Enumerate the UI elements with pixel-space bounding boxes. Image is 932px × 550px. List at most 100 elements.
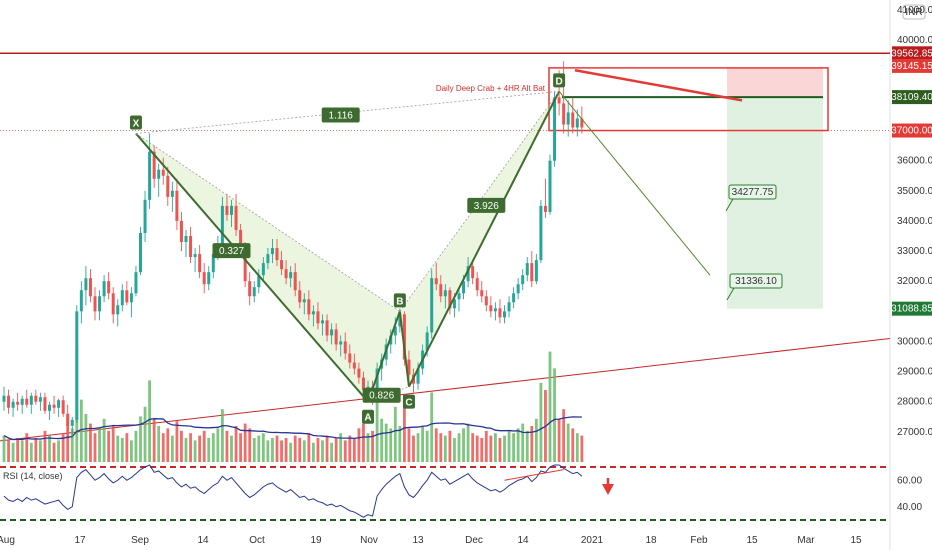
candle-body[interactable]	[75, 311, 79, 420]
candle-body[interactable]	[88, 278, 92, 297]
candle-body[interactable]	[125, 290, 129, 303]
candle-body[interactable]	[157, 169, 161, 179]
candle-body[interactable]	[266, 254, 270, 264]
candle-body[interactable]	[184, 236, 188, 243]
candle-body[interactable]	[507, 302, 511, 312]
candle-body[interactable]	[443, 290, 447, 297]
candle-body[interactable]	[566, 112, 570, 125]
candle-body[interactable]	[553, 97, 557, 161]
candle-body[interactable]	[220, 205, 224, 246]
candle-body[interactable]	[402, 314, 406, 360]
candle-body[interactable]	[289, 272, 293, 279]
candle-body[interactable]	[407, 359, 411, 375]
candle-body[interactable]	[580, 118, 584, 128]
candle-body[interactable]	[270, 248, 274, 255]
candle-body[interactable]	[393, 326, 397, 336]
candle-body[interactable]	[475, 278, 479, 291]
candle-body[interactable]	[252, 287, 256, 297]
candle-body[interactable]	[189, 236, 193, 258]
candle-body[interactable]	[43, 397, 47, 411]
candle-body[interactable]	[339, 341, 343, 345]
candle-body[interactable]	[530, 263, 534, 282]
candle-body[interactable]	[84, 278, 88, 291]
candle-body[interactable]	[316, 311, 320, 324]
candle-body[interactable]	[48, 404, 51, 411]
candle-body[interactable]	[7, 395, 11, 408]
candle-body[interactable]	[38, 397, 42, 402]
candle-body[interactable]	[280, 260, 284, 270]
candle-body[interactable]	[493, 308, 497, 312]
candle-body[interactable]	[179, 220, 183, 243]
candle-body[interactable]	[416, 368, 420, 384]
candle-body[interactable]	[161, 169, 165, 176]
candle-body[interactable]	[52, 404, 56, 408]
candle-body[interactable]	[225, 205, 229, 215]
candle-body[interactable]	[343, 341, 347, 354]
candle-body[interactable]	[116, 305, 120, 315]
candle-body[interactable]	[25, 398, 29, 405]
candle-body[interactable]	[170, 190, 174, 197]
candle-body[interactable]	[61, 400, 65, 414]
candle-body[interactable]	[202, 272, 206, 285]
candle-body[interactable]	[348, 353, 352, 363]
candle-body[interactable]	[230, 205, 233, 215]
candle-body[interactable]	[70, 419, 74, 426]
candle-body[interactable]	[66, 413, 70, 426]
candle-body[interactable]	[16, 401, 20, 405]
candle-body[interactable]	[29, 395, 33, 405]
candle-body[interactable]	[193, 254, 197, 258]
candle-body[interactable]	[261, 263, 265, 276]
candle-body[interactable]	[539, 205, 543, 261]
candle-body[interactable]	[462, 281, 466, 294]
candle-body[interactable]	[480, 290, 484, 297]
candle-body[interactable]	[562, 103, 566, 125]
candle-body[interactable]	[361, 377, 365, 390]
candle-body[interactable]	[448, 290, 452, 309]
candle-body[interactable]	[457, 293, 461, 300]
candle-body[interactable]	[257, 275, 261, 288]
candle-body[interactable]	[302, 299, 306, 303]
candle-body[interactable]	[525, 263, 529, 276]
candle-body[interactable]	[571, 112, 575, 128]
candle-body[interactable]	[543, 205, 547, 212]
candle-body[interactable]	[471, 266, 475, 279]
candle-body[interactable]	[166, 175, 170, 197]
candle-body[interactable]	[243, 251, 247, 282]
candle-body[interactable]	[93, 296, 97, 312]
candle-body[interactable]	[334, 329, 338, 345]
candle-body[interactable]	[239, 229, 243, 252]
candle-body[interactable]	[516, 284, 520, 294]
candle-body[interactable]	[139, 232, 142, 273]
candle-body[interactable]	[148, 151, 152, 200]
candle-body[interactable]	[521, 275, 525, 285]
candle-body[interactable]	[284, 269, 288, 279]
candle-body[interactable]	[107, 281, 111, 294]
candle-body[interactable]	[102, 281, 106, 297]
candle-body[interactable]	[248, 281, 252, 297]
candle-body[interactable]	[330, 329, 334, 336]
candle-body[interactable]	[548, 160, 552, 212]
candle-body[interactable]	[152, 151, 156, 179]
candle-body[interactable]	[207, 272, 211, 285]
candle-body[interactable]	[111, 293, 115, 315]
candle-body[interactable]	[375, 368, 379, 399]
candle-body[interactable]	[498, 308, 502, 318]
candle-body[interactable]	[575, 118, 579, 128]
candle-body[interactable]	[434, 278, 438, 285]
candle-body[interactable]	[439, 284, 443, 297]
candle-body[interactable]	[11, 401, 15, 408]
candle-body[interactable]	[298, 290, 302, 303]
candle-body[interactable]	[57, 400, 61, 408]
candle-body[interactable]	[234, 205, 238, 230]
candle-body[interactable]	[534, 260, 538, 282]
candle-body[interactable]	[466, 266, 470, 282]
candle-body[interactable]	[120, 290, 124, 306]
candle-body[interactable]	[79, 290, 83, 312]
candle-body[interactable]	[293, 272, 297, 291]
candle-body[interactable]	[357, 368, 361, 378]
candle-body[interactable]	[484, 296, 488, 306]
candle-body[interactable]	[557, 97, 561, 104]
candle-body[interactable]	[503, 311, 506, 318]
candle-body[interactable]	[489, 305, 493, 312]
